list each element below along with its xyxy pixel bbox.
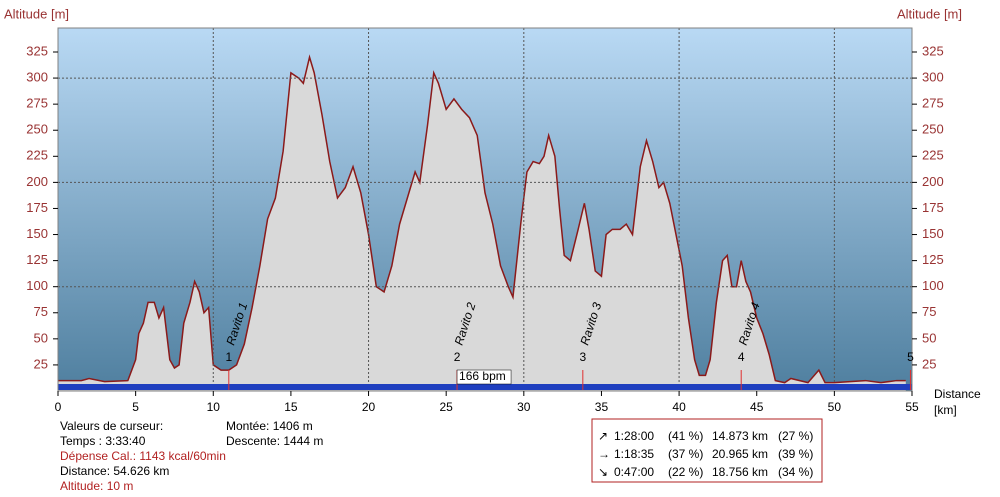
y2-tick-label: 125 <box>922 252 944 267</box>
heart-rate-bar <box>58 384 912 390</box>
summary-cell: (41 %) <box>668 429 703 443</box>
summary-cell: (22 %) <box>668 465 703 479</box>
x-tick-label: 15 <box>284 400 298 414</box>
x-tick-label: 25 <box>440 400 454 414</box>
summary-cell: (34 %) <box>778 465 813 479</box>
x-tick-label: 35 <box>595 400 609 414</box>
x-tick-label: 40 <box>672 400 686 414</box>
cursor-box <box>456 369 512 385</box>
x-axis-unit: [km] <box>934 403 957 417</box>
summary-cell: → <box>598 447 610 461</box>
info-calories: Dépense Cal.: 1143 kcal/60min <box>60 449 226 463</box>
end-number: 5 <box>907 350 914 364</box>
profile-line <box>58 54 906 384</box>
y2-tick-label: 150 <box>922 226 944 241</box>
info-climb: Montée: 1406 m <box>226 419 313 433</box>
y-tick-label: 100 <box>26 278 48 293</box>
summary-cell: (39 %) <box>778 447 813 461</box>
x-tick-label: 55 <box>905 400 919 414</box>
info-title: Valeurs de curseur: <box>60 419 163 433</box>
y2-tick-label: 175 <box>922 200 944 215</box>
ravito-number: 1 <box>225 350 232 364</box>
summary-cell: 1:18:35 <box>614 447 654 461</box>
summary-box <box>591 418 823 483</box>
summary-cell: 0:47:00 <box>614 465 654 479</box>
info-descent: Descente: 1444 m <box>226 434 323 448</box>
summary-cell: ↗ <box>598 429 608 443</box>
y2-tick-label: 50 <box>922 330 936 345</box>
y-tick-label: 175 <box>26 200 48 215</box>
summary-cell: ↘ <box>598 465 608 479</box>
y2-tick-label: 100 <box>922 278 944 293</box>
cursor-label: 166 bpm <box>459 369 506 383</box>
summary-cell: (27 %) <box>778 429 813 443</box>
summary-cell: 1:28:00 <box>614 429 654 443</box>
ravito-number: 4 <box>738 350 745 364</box>
info-altitude: Altitude: 10 m <box>60 479 133 493</box>
summary-cell: 18.756 km <box>712 465 768 479</box>
summary-cell: 14.873 km <box>712 429 768 443</box>
y-tick-label: 75 <box>34 304 48 319</box>
y-tick-label: 125 <box>26 252 48 267</box>
info-distance: Distance: 54.626 km <box>60 464 169 478</box>
plot-frame <box>57 27 913 392</box>
y2-tick-label: 300 <box>922 70 944 85</box>
x-tick-label: 45 <box>750 400 764 414</box>
area-fill <box>58 57 906 391</box>
summary-cell: 20.965 km <box>712 447 768 461</box>
summary-cell: (37 %) <box>668 447 703 461</box>
y2-tick-label: 225 <box>922 148 944 163</box>
y-tick-label: 50 <box>34 330 48 345</box>
info-time: Temps : 3:33:40 <box>60 434 146 448</box>
y2-axis-label: Altitude [m] <box>897 6 962 21</box>
x-tick-label: 20 <box>362 400 376 414</box>
y2-tick-label: 275 <box>922 96 944 111</box>
y-axis-label: Altitude [m] <box>4 6 69 21</box>
y2-tick-label: 325 <box>922 43 944 58</box>
y-tick-label: 300 <box>26 70 48 85</box>
y-tick-label: 275 <box>26 96 48 111</box>
y-tick-label: 250 <box>26 122 48 137</box>
y-tick-label: 225 <box>26 148 48 163</box>
x-tick-label: 30 <box>517 400 531 414</box>
y2-tick-label: 200 <box>922 174 944 189</box>
y2-tick-label: 75 <box>922 304 936 319</box>
ravito-number: 3 <box>579 350 586 364</box>
y-tick-label: 25 <box>34 356 48 371</box>
x-tick-label: 50 <box>828 400 842 414</box>
y-tick-label: 150 <box>26 226 48 241</box>
y-tick-label: 200 <box>26 174 48 189</box>
ravito-number: 2 <box>454 350 461 364</box>
y2-tick-label: 250 <box>922 122 944 137</box>
y2-tick-label: 25 <box>922 356 936 371</box>
x-axis-label: Distance <box>934 387 981 401</box>
x-tick-label: 0 <box>55 400 62 414</box>
y-tick-label: 325 <box>26 43 48 58</box>
x-tick-label: 10 <box>207 400 221 414</box>
x-tick-label: 5 <box>132 400 139 414</box>
